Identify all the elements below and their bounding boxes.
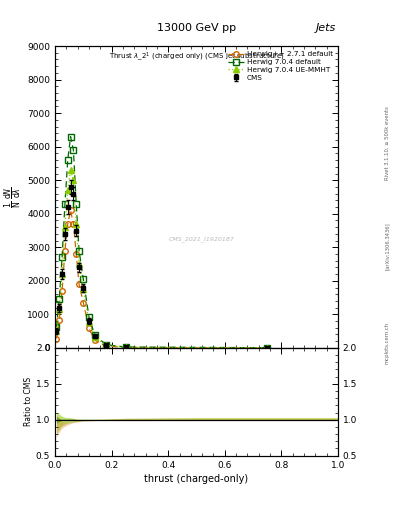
Herwig++ 2.7.1 default bbox=[123, 345, 128, 351]
Herwig 7.0.4 default bbox=[123, 344, 128, 350]
Y-axis label: Ratio to CMS: Ratio to CMS bbox=[24, 377, 33, 426]
Herwig 7.0.4 UE-MMHT bbox=[62, 224, 67, 230]
Text: Jets: Jets bbox=[316, 23, 336, 33]
Herwig 7.0.4 default bbox=[65, 157, 70, 163]
Herwig 7.0.4 default bbox=[57, 296, 62, 303]
Herwig 7.0.4 UE-MMHT bbox=[104, 342, 108, 348]
Herwig 7.0.4 default bbox=[86, 314, 91, 320]
Line: Herwig++ 2.7.1 default: Herwig++ 2.7.1 default bbox=[54, 208, 270, 351]
Herwig 7.0.4 default bbox=[74, 201, 79, 207]
Herwig++ 2.7.1 default bbox=[71, 221, 76, 227]
Herwig 7.0.4 default bbox=[81, 276, 86, 282]
Herwig 7.0.4 UE-MMHT bbox=[60, 271, 64, 277]
Herwig 7.0.4 default bbox=[77, 248, 81, 254]
Herwig 7.0.4 UE-MMHT bbox=[57, 306, 62, 312]
Text: Rivet 3.1.10, ≥ 500k events: Rivet 3.1.10, ≥ 500k events bbox=[385, 106, 390, 180]
Herwig 7.0.4 default bbox=[104, 342, 108, 348]
Line: Herwig 7.0.4 default: Herwig 7.0.4 default bbox=[54, 134, 270, 351]
Herwig++ 2.7.1 default bbox=[81, 300, 86, 306]
Herwig++ 2.7.1 default bbox=[92, 337, 97, 343]
Herwig++ 2.7.1 default bbox=[57, 317, 62, 324]
Herwig 7.0.4 UE-MMHT bbox=[265, 345, 270, 351]
Text: [arXiv:1306.3436]: [arXiv:1306.3436] bbox=[385, 222, 390, 270]
Text: CMS_2021_I1920187: CMS_2021_I1920187 bbox=[169, 237, 235, 242]
Herwig++ 2.7.1 default bbox=[77, 281, 81, 287]
Herwig++ 2.7.1 default bbox=[104, 343, 108, 349]
Herwig++ 2.7.1 default bbox=[265, 345, 270, 351]
Herwig++ 2.7.1 default bbox=[54, 335, 59, 342]
Herwig 7.0.4 default bbox=[92, 332, 97, 338]
Text: 13000 GeV pp: 13000 GeV pp bbox=[157, 23, 236, 33]
Herwig 7.0.4 UE-MMHT bbox=[68, 167, 73, 173]
Herwig 7.0.4 default bbox=[68, 134, 73, 140]
Herwig++ 2.7.1 default bbox=[60, 288, 64, 294]
X-axis label: thrust (charged-only): thrust (charged-only) bbox=[145, 474, 248, 484]
Herwig 7.0.4 default bbox=[62, 201, 67, 207]
Herwig 7.0.4 UE-MMHT bbox=[71, 177, 76, 183]
Herwig 7.0.4 default bbox=[54, 324, 59, 330]
Legend: Herwig++ 2.7.1 default, Herwig 7.0.4 default, Herwig 7.0.4 UE-MMHT, CMS: Herwig++ 2.7.1 default, Herwig 7.0.4 def… bbox=[227, 50, 334, 82]
Herwig++ 2.7.1 default bbox=[74, 251, 79, 257]
Y-axis label: $\frac{1}{\mathrm{N}}\,\frac{\mathrm{d}N}{\mathrm{d}\lambda}$: $\frac{1}{\mathrm{N}}\,\frac{\mathrm{d}N… bbox=[3, 186, 24, 208]
Herwig 7.0.4 UE-MMHT bbox=[74, 221, 79, 227]
Herwig++ 2.7.1 default bbox=[68, 207, 73, 214]
Herwig 7.0.4 UE-MMHT bbox=[65, 187, 70, 194]
Herwig++ 2.7.1 default bbox=[62, 248, 67, 254]
Herwig 7.0.4 UE-MMHT bbox=[77, 261, 81, 267]
Line: Herwig 7.0.4 UE-MMHT: Herwig 7.0.4 UE-MMHT bbox=[54, 167, 270, 351]
Herwig 7.0.4 UE-MMHT bbox=[81, 286, 86, 292]
Herwig 7.0.4 default bbox=[60, 254, 64, 261]
Herwig 7.0.4 default bbox=[71, 147, 76, 153]
Herwig++ 2.7.1 default bbox=[65, 221, 70, 227]
Text: mcplots.cern.ch: mcplots.cern.ch bbox=[385, 322, 390, 364]
Herwig 7.0.4 UE-MMHT bbox=[86, 319, 91, 325]
Herwig 7.0.4 UE-MMHT bbox=[92, 334, 97, 340]
Herwig++ 2.7.1 default bbox=[86, 325, 91, 331]
Herwig 7.0.4 default bbox=[265, 345, 270, 351]
Text: Thrust $\lambda\_2^1$ (charged only) (CMS jet substructure): Thrust $\lambda\_2^1$ (charged only) (CM… bbox=[108, 51, 285, 63]
Herwig 7.0.4 UE-MMHT bbox=[123, 344, 128, 350]
Herwig 7.0.4 UE-MMHT bbox=[54, 328, 59, 334]
